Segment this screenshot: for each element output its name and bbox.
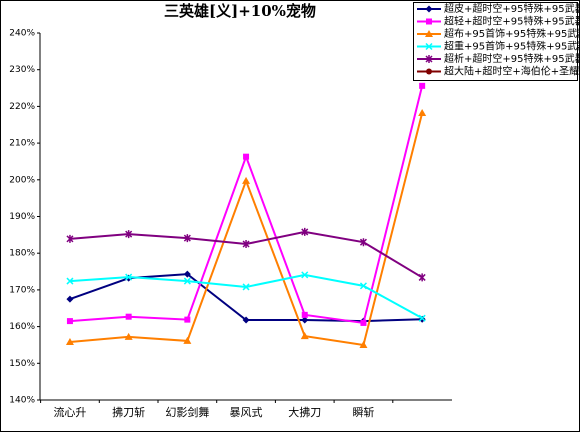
marker [426,18,432,25]
y-tick-label: 140% [9,396,35,406]
marker [301,311,308,318]
legend-label: 超布+95首饰+95特殊+95武器 [444,27,580,40]
marker [183,234,191,243]
marker [300,332,309,340]
y-tick-label: 160% [9,322,35,332]
marker [125,313,132,320]
marker [359,282,367,290]
marker [66,318,73,325]
y-tick-label: 240% [9,29,35,39]
marker [418,273,426,282]
marker [301,316,309,324]
marker [66,234,74,243]
y-tick-label: 180% [9,249,35,259]
x-tick-label: 暴风式 [230,406,263,419]
marker [425,42,433,51]
y-tick-label: 150% [9,359,35,369]
marker [359,340,368,348]
marker [425,5,433,13]
marker [426,68,432,75]
marker [418,314,426,322]
marker [66,277,74,285]
legend-label: 超皮+超时空+95特殊+95武器 [444,2,580,15]
marker [425,55,433,63]
marker [242,176,251,184]
marker [242,283,250,291]
y-tick-label: 220% [9,102,35,112]
marker [183,277,191,285]
x-tick-label: 拂刀斩 [112,405,145,419]
y-tick-label: 230% [9,65,35,75]
marker [125,273,133,281]
marker [359,238,367,247]
y-tick-label: 170% [9,285,35,295]
x-tick-label: 瞬斩 [352,405,374,419]
marker [419,82,426,89]
marker [418,109,427,117]
marker [242,316,250,324]
marker [301,271,309,279]
y-tick-label: 210% [9,139,35,149]
y-tick-label: 190% [9,212,35,222]
marker [183,270,191,278]
marker [124,332,133,340]
x-tick-label: 幻影剑舞 [165,405,209,419]
chart-title: 三英雄[义]+10%宠物 [164,2,316,20]
legend-label: 超重+95首饰+95特殊+95武器 [444,40,580,53]
legend [413,2,578,81]
marker [301,227,309,236]
marker [65,338,74,346]
marker [125,230,133,239]
marker [243,153,250,160]
y-tick-label: 200% [9,175,35,185]
marker [183,336,192,344]
x-tick-label: 大拂刀 [288,405,321,419]
marker [425,30,433,37]
x-tick-label: 流心升 [53,405,86,419]
legend-label: 超轻+超时空+95特殊+95武器 [444,15,580,28]
legend-label: 超析+超时空+95特殊+95武器 [444,52,580,65]
marker [184,316,191,323]
marker [66,295,74,303]
marker [360,319,367,326]
legend-label: 超大陆+超时空+海伯伦+圣耀 [444,65,579,78]
marker [242,240,250,249]
